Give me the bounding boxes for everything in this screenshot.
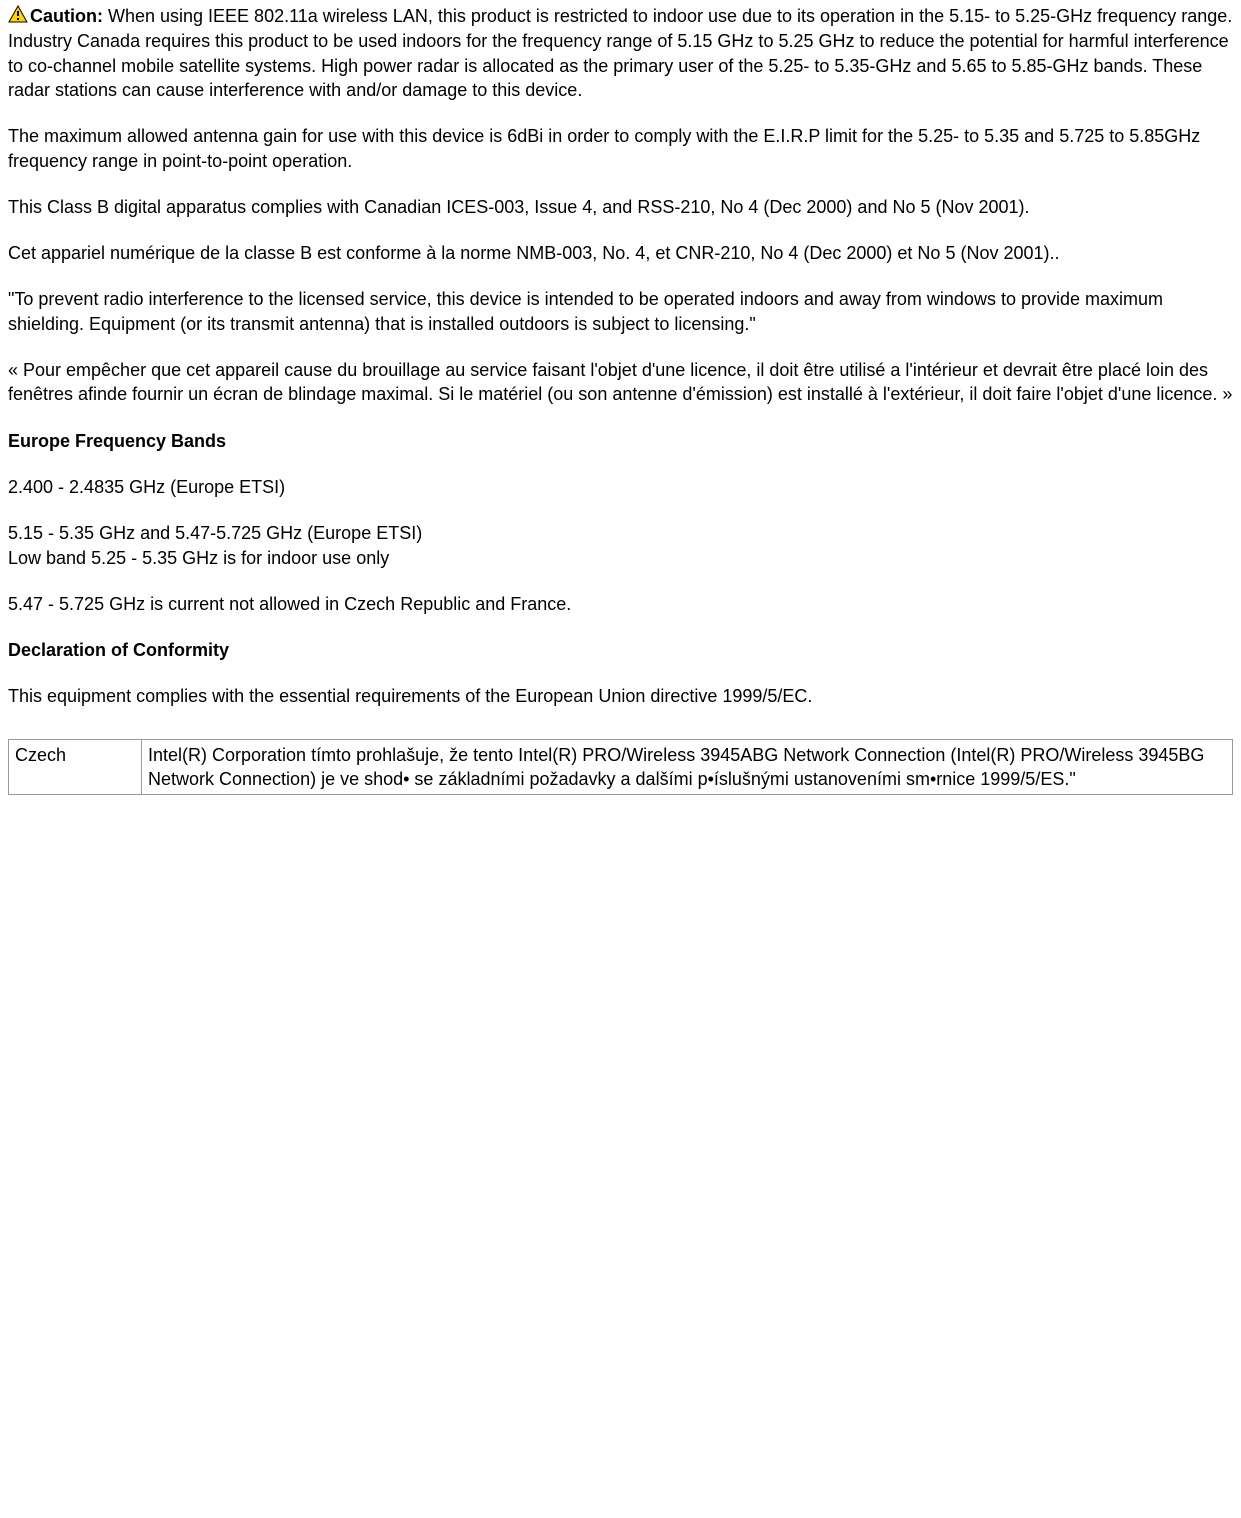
europe-band2b: Low band 5.25 - 5.35 GHz is for indoor u… (8, 546, 1233, 570)
europe-band2a: 5.15 - 5.35 GHz and 5.47-5.725 GHz (Euro… (8, 521, 1233, 545)
table-cell-text: Intel(R) Corporation tímto prohlašuje, ž… (142, 739, 1233, 795)
table-row: Czech Intel(R) Corporation tímto prohlaš… (9, 739, 1233, 795)
prevent-en-paragraph: "To prevent radio interference to the li… (8, 287, 1233, 336)
europe-band3: 5.47 - 5.725 GHz is current not allowed … (8, 592, 1233, 616)
caution-text: When using IEEE 802.11a wireless LAN, th… (8, 6, 1232, 100)
caution-paragraph: Caution: When using IEEE 802.11a wireles… (8, 4, 1233, 102)
caution-label: Caution: (30, 6, 103, 26)
classb-fr-paragraph: Cet appariel numérique de la classe B es… (8, 241, 1233, 265)
caution-icon (8, 5, 28, 29)
declaration-text: This equipment complies with the essenti… (8, 684, 1233, 708)
table-cell-lang: Czech (9, 739, 142, 795)
conformity-table: Czech Intel(R) Corporation tímto prohlaš… (8, 739, 1233, 796)
prevent-fr-paragraph: « Pour empêcher que cet appareil cause d… (8, 358, 1233, 407)
europe-band2: 5.15 - 5.35 GHz and 5.47-5.725 GHz (Euro… (8, 521, 1233, 570)
europe-heading: Europe Frequency Bands (8, 429, 1233, 453)
declaration-heading: Declaration of Conformity (8, 638, 1233, 662)
europe-band1: 2.400 - 2.4835 GHz (Europe ETSI) (8, 475, 1233, 499)
classb-en-paragraph: This Class B digital apparatus complies … (8, 195, 1233, 219)
antenna-paragraph: The maximum allowed antenna gain for use… (8, 124, 1233, 173)
